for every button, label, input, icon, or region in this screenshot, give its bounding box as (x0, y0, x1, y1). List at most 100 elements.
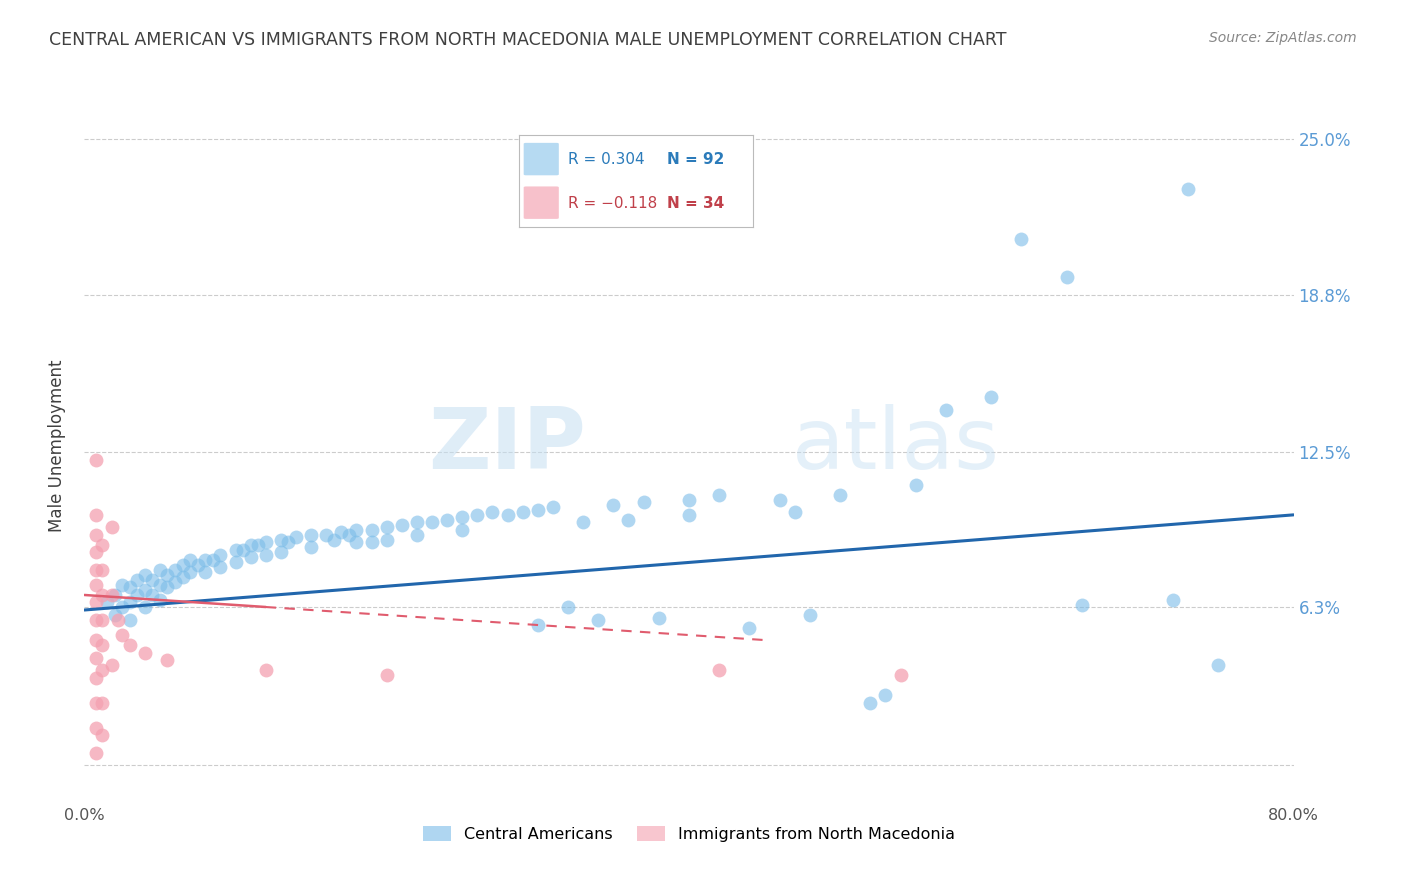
Point (1011, 232, 1033, 246)
Point (100, 520, 122, 534)
Text: atlas: atlas (792, 404, 1000, 488)
Point (890, 668, 912, 682)
Point (375, 533, 398, 547)
Point (527, 618, 550, 632)
Point (467, 508, 489, 522)
Point (91, 538, 114, 552)
Point (633, 495, 655, 509)
Point (346, 523, 368, 537)
Point (799, 607, 821, 622)
Point (391, 517, 413, 532)
Point (86, 545, 108, 559)
Point (86, 452, 108, 467)
FancyBboxPatch shape (523, 186, 558, 219)
Point (194, 566, 217, 580)
Point (111, 628, 134, 642)
Point (127, 573, 149, 587)
Point (709, 488, 731, 502)
Point (165, 563, 187, 577)
Point (512, 505, 534, 519)
Text: N = 92: N = 92 (666, 152, 724, 167)
Point (859, 696, 882, 710)
Point (678, 492, 700, 507)
Point (104, 588, 127, 602)
Point (527, 503, 550, 517)
Point (346, 535, 368, 549)
Point (86, 650, 108, 665)
Point (1177, 182, 1199, 196)
Point (201, 553, 224, 567)
Point (91, 696, 114, 710)
Point (134, 582, 156, 597)
Point (451, 510, 474, 524)
Point (254, 535, 277, 549)
Y-axis label: Male Unemployment: Male Unemployment (48, 359, 66, 533)
Point (232, 542, 254, 557)
Point (588, 613, 610, 627)
Point (648, 610, 671, 624)
Point (299, 528, 322, 542)
Point (91, 563, 114, 577)
Point (769, 492, 792, 507)
Point (156, 581, 179, 595)
Point (134, 646, 156, 660)
Text: Source: ZipAtlas.com: Source: ZipAtlas.com (1209, 31, 1357, 45)
Point (156, 568, 179, 582)
Point (602, 498, 624, 512)
Point (209, 560, 232, 574)
Point (100, 658, 122, 673)
Point (709, 663, 731, 677)
Point (617, 513, 640, 527)
Point (194, 553, 217, 567)
Point (111, 600, 134, 615)
Point (225, 556, 247, 570)
Point (270, 533, 292, 547)
Point (91, 728, 114, 742)
Point (315, 528, 337, 542)
Point (285, 530, 308, 544)
Point (86, 613, 108, 627)
Point (572, 516, 595, 530)
Point (225, 542, 247, 557)
Point (239, 538, 262, 552)
Point (436, 513, 458, 527)
Point (179, 553, 201, 567)
Point (277, 535, 299, 549)
Text: ZIP: ZIP (429, 404, 586, 488)
Point (107, 613, 129, 627)
Point (1056, 270, 1078, 285)
Point (420, 516, 443, 530)
Point (118, 613, 141, 627)
Point (875, 688, 897, 702)
Point (1161, 593, 1184, 607)
Point (86, 578, 108, 592)
Point (360, 523, 382, 537)
Point (360, 535, 382, 549)
Point (783, 505, 806, 519)
Point (127, 588, 149, 602)
Point (100, 588, 122, 602)
Point (678, 508, 700, 522)
Point (904, 478, 927, 492)
Point (738, 621, 761, 635)
Point (134, 600, 156, 615)
Point (254, 548, 277, 562)
Point (91, 588, 114, 602)
Point (86, 508, 108, 522)
FancyBboxPatch shape (523, 143, 558, 176)
Point (149, 578, 172, 592)
Point (375, 668, 398, 682)
Point (118, 595, 141, 609)
Point (406, 528, 429, 542)
Point (118, 581, 141, 595)
Point (179, 566, 201, 580)
Point (187, 558, 209, 572)
Point (299, 541, 322, 555)
Point (254, 663, 277, 677)
Point (141, 588, 163, 602)
Point (239, 550, 262, 565)
Point (247, 538, 270, 552)
Point (91, 663, 114, 677)
Point (541, 500, 564, 515)
Point (156, 653, 179, 667)
